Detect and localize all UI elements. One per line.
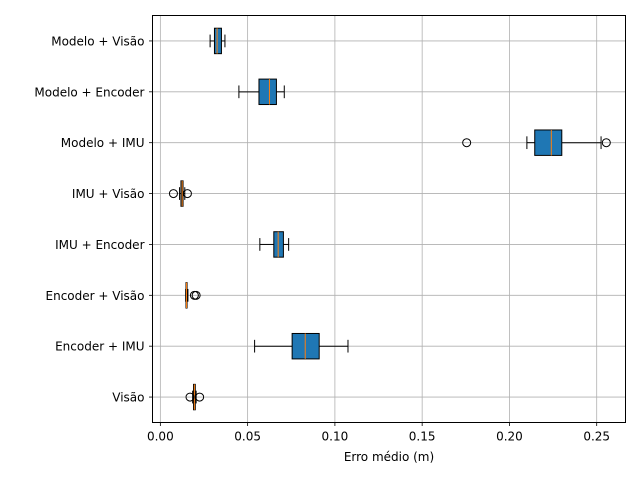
outlier-point (195, 392, 205, 402)
plot-frame (152, 15, 626, 423)
outlier-point (182, 189, 192, 199)
x-tick-label: 0.10 (322, 430, 349, 444)
box-group (209, 27, 226, 55)
x-axis-label: Erro médio (m) (344, 450, 434, 464)
y-tick-label: Modelo + Encoder (34, 85, 144, 99)
x-tick-label: 0.05 (234, 430, 261, 444)
x-tick-label: 0.25 (583, 430, 610, 444)
y-tick-label: Encoder + IMU (55, 340, 144, 354)
iqr-box (534, 129, 563, 156)
x-tick-label: 0.00 (147, 430, 174, 444)
iqr-box (213, 27, 222, 55)
x-tick-label: 0.20 (496, 430, 523, 444)
x-tick-label: 0.15 (409, 430, 436, 444)
y-tick-label: Modelo + IMU (61, 136, 145, 150)
box-layer (168, 27, 611, 411)
iqr-box (258, 78, 277, 106)
box-group (259, 231, 290, 258)
y-tick-label: IMU + Encoder (55, 238, 144, 252)
outlier-point (185, 392, 195, 402)
box-group (168, 180, 192, 207)
box-group (185, 383, 205, 411)
box-group (238, 78, 285, 106)
outlier-point (462, 138, 472, 148)
y-tick-label: Visão (112, 391, 144, 405)
y-tick-label: Modelo + Visão (51, 34, 144, 48)
outlier-point (168, 189, 178, 199)
y-tick-label: Encoder + Visão (46, 289, 145, 303)
outlier-point (191, 290, 201, 300)
grid-layer (152, 15, 626, 423)
box-group (462, 129, 611, 156)
box-group (254, 332, 349, 360)
tick-layer: 0.00 0.05 0.10 0.15 0.20 0.25 Visão Encoder + I… (34, 34, 610, 443)
outlier-point (601, 138, 611, 148)
y-tick-label: IMU + Visão (72, 187, 145, 201)
box-group (185, 282, 201, 309)
